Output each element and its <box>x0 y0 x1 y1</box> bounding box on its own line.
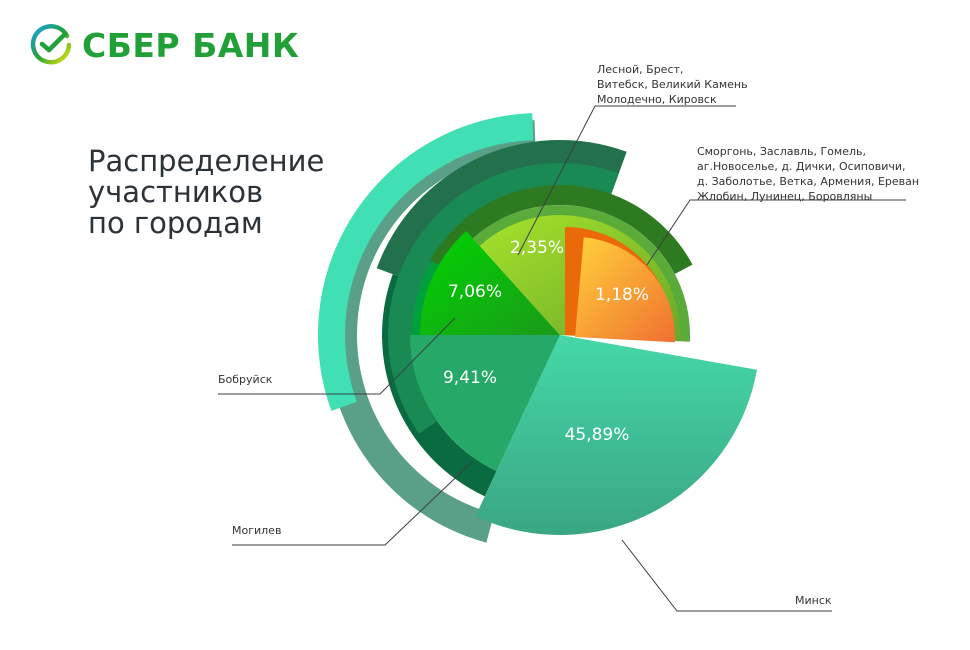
sber-check-icon <box>30 24 72 65</box>
label-lesnoi-group: Лесной, Брест, Витебск, Великий Камень М… <box>597 63 748 106</box>
leader-line-minsk <box>621 539 832 612</box>
minsk-extrusion <box>326 120 536 543</box>
value-label-bobruisk: 7,06% <box>448 282 502 302</box>
leader-line-mogilev <box>232 461 473 546</box>
label-bobruisk: Бобруйск <box>218 373 273 386</box>
minsk-back-arc <box>318 113 534 411</box>
sber-logo: СБЕР БАНК <box>30 24 299 66</box>
slice-bobruisk <box>420 230 560 335</box>
slice-minsk <box>475 335 757 535</box>
value-label-mogilev: 9,41% <box>443 368 497 388</box>
olive-ring <box>430 185 693 274</box>
leader-line-bobruisk <box>218 317 456 395</box>
value-label-minsk: 45,89% <box>565 425 630 445</box>
label-smorgon-group: Сморгонь, Заславль, Гомель, аг.Новоселье… <box>697 145 920 203</box>
label-minsk: Минск <box>795 594 832 607</box>
leader-line-smorgon <box>646 199 906 266</box>
label-mogilev: Могилев <box>232 524 282 537</box>
slice-smorgon-group <box>575 237 675 343</box>
logo-text: СБЕР БАНК <box>82 25 300 65</box>
mid-ring <box>387 162 619 434</box>
lime-ring <box>473 205 690 342</box>
value-label-lesnoi-group: 2,35% <box>510 238 564 258</box>
slice-mogilev <box>410 335 560 471</box>
chart-title: Распределение участников по городам <box>88 144 325 240</box>
value-label-smorgon-group: 1,18% <box>595 285 649 305</box>
leader-line-lesnoi <box>517 105 736 256</box>
